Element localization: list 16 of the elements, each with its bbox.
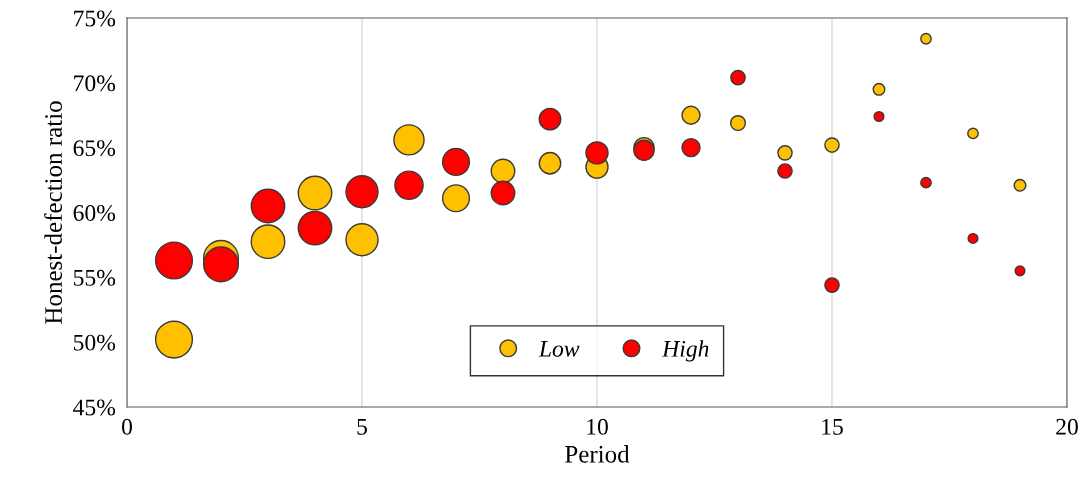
x-tick-label: 10	[587, 418, 608, 435]
y-tick-label: 75%	[74, 10, 116, 27]
y-tick-label: 50%	[73, 334, 116, 351]
legend-label: Low	[538, 341, 580, 357]
x-tick-label: 5	[357, 419, 367, 435]
y-tick-label: 45%	[73, 399, 116, 416]
y-tick-label: 55%	[73, 269, 116, 286]
y-tick-label: 60%	[73, 204, 116, 221]
y-axis-title: Honest-defection ratio	[44, 101, 62, 324]
x-axis-title: Period	[565, 445, 630, 463]
x-tick-label: 20	[1056, 418, 1078, 435]
x-tick-label: 0	[122, 418, 132, 435]
legend-label: High	[661, 340, 709, 362]
y-tick-label: 65%	[73, 140, 116, 157]
x-tick-label: 15	[822, 418, 843, 435]
y-tick-label: 70%	[74, 75, 116, 92]
